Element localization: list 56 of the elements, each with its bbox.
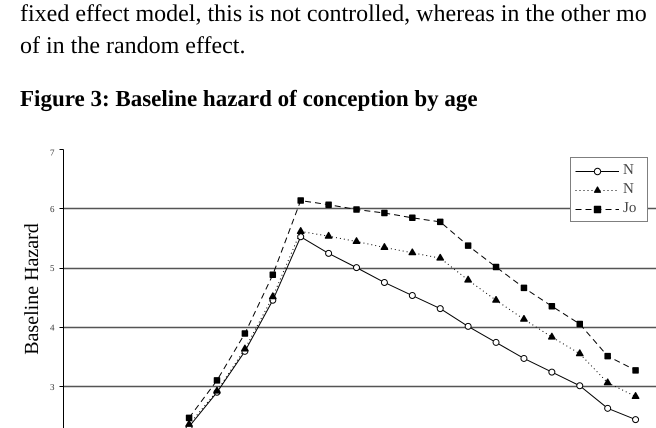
text: of in the random effect. [20, 32, 246, 60]
point [270, 272, 276, 278]
point [436, 305, 444, 312]
point [548, 368, 556, 376]
text: fixed effect model, this is not controlled, whereas in the other mo [20, 0, 647, 28]
point [268, 292, 277, 300]
point [214, 377, 220, 384]
point [296, 226, 305, 234]
point [325, 201, 332, 208]
point [408, 292, 416, 300]
point [548, 332, 556, 340]
point [604, 404, 612, 412]
point [325, 250, 332, 257]
point [576, 320, 584, 328]
point [604, 352, 611, 360]
point [436, 218, 444, 226]
point [381, 210, 388, 216]
y-tick-label: 4 [50, 322, 55, 333]
point [297, 197, 304, 204]
point [380, 242, 388, 250]
point [186, 414, 192, 422]
y-axis-title: Baseline Hazard [21, 223, 43, 355]
point [492, 296, 500, 303]
point [576, 382, 584, 390]
point [632, 416, 640, 424]
point [436, 254, 444, 261]
point [240, 344, 249, 352]
legend-label: N [623, 162, 635, 179]
point [632, 392, 640, 399]
point [409, 214, 416, 222]
point [353, 264, 360, 272]
point [380, 278, 388, 286]
point [520, 354, 528, 362]
point [492, 338, 500, 346]
point [604, 378, 612, 386]
point [464, 242, 472, 249]
legend-label: Jo [623, 200, 638, 217]
point [520, 284, 528, 292]
y-tick-label: 5 [50, 263, 55, 274]
legend-label: N [623, 181, 635, 198]
point [492, 264, 500, 270]
point [352, 236, 361, 244]
point [408, 248, 416, 256]
point [576, 349, 584, 356]
point [632, 367, 639, 374]
point [464, 276, 472, 283]
point [520, 314, 528, 322]
point [548, 302, 556, 310]
point [242, 330, 248, 337]
point [464, 322, 472, 330]
y-tick-label: 6 [50, 204, 55, 214]
point [324, 232, 333, 239]
y-tick-label: 7 [50, 148, 55, 158]
point [353, 206, 360, 213]
y-tick-label: 3 [50, 382, 55, 392]
chart-title: Figure 3: Baseline hazard of conception by age [20, 85, 478, 113]
